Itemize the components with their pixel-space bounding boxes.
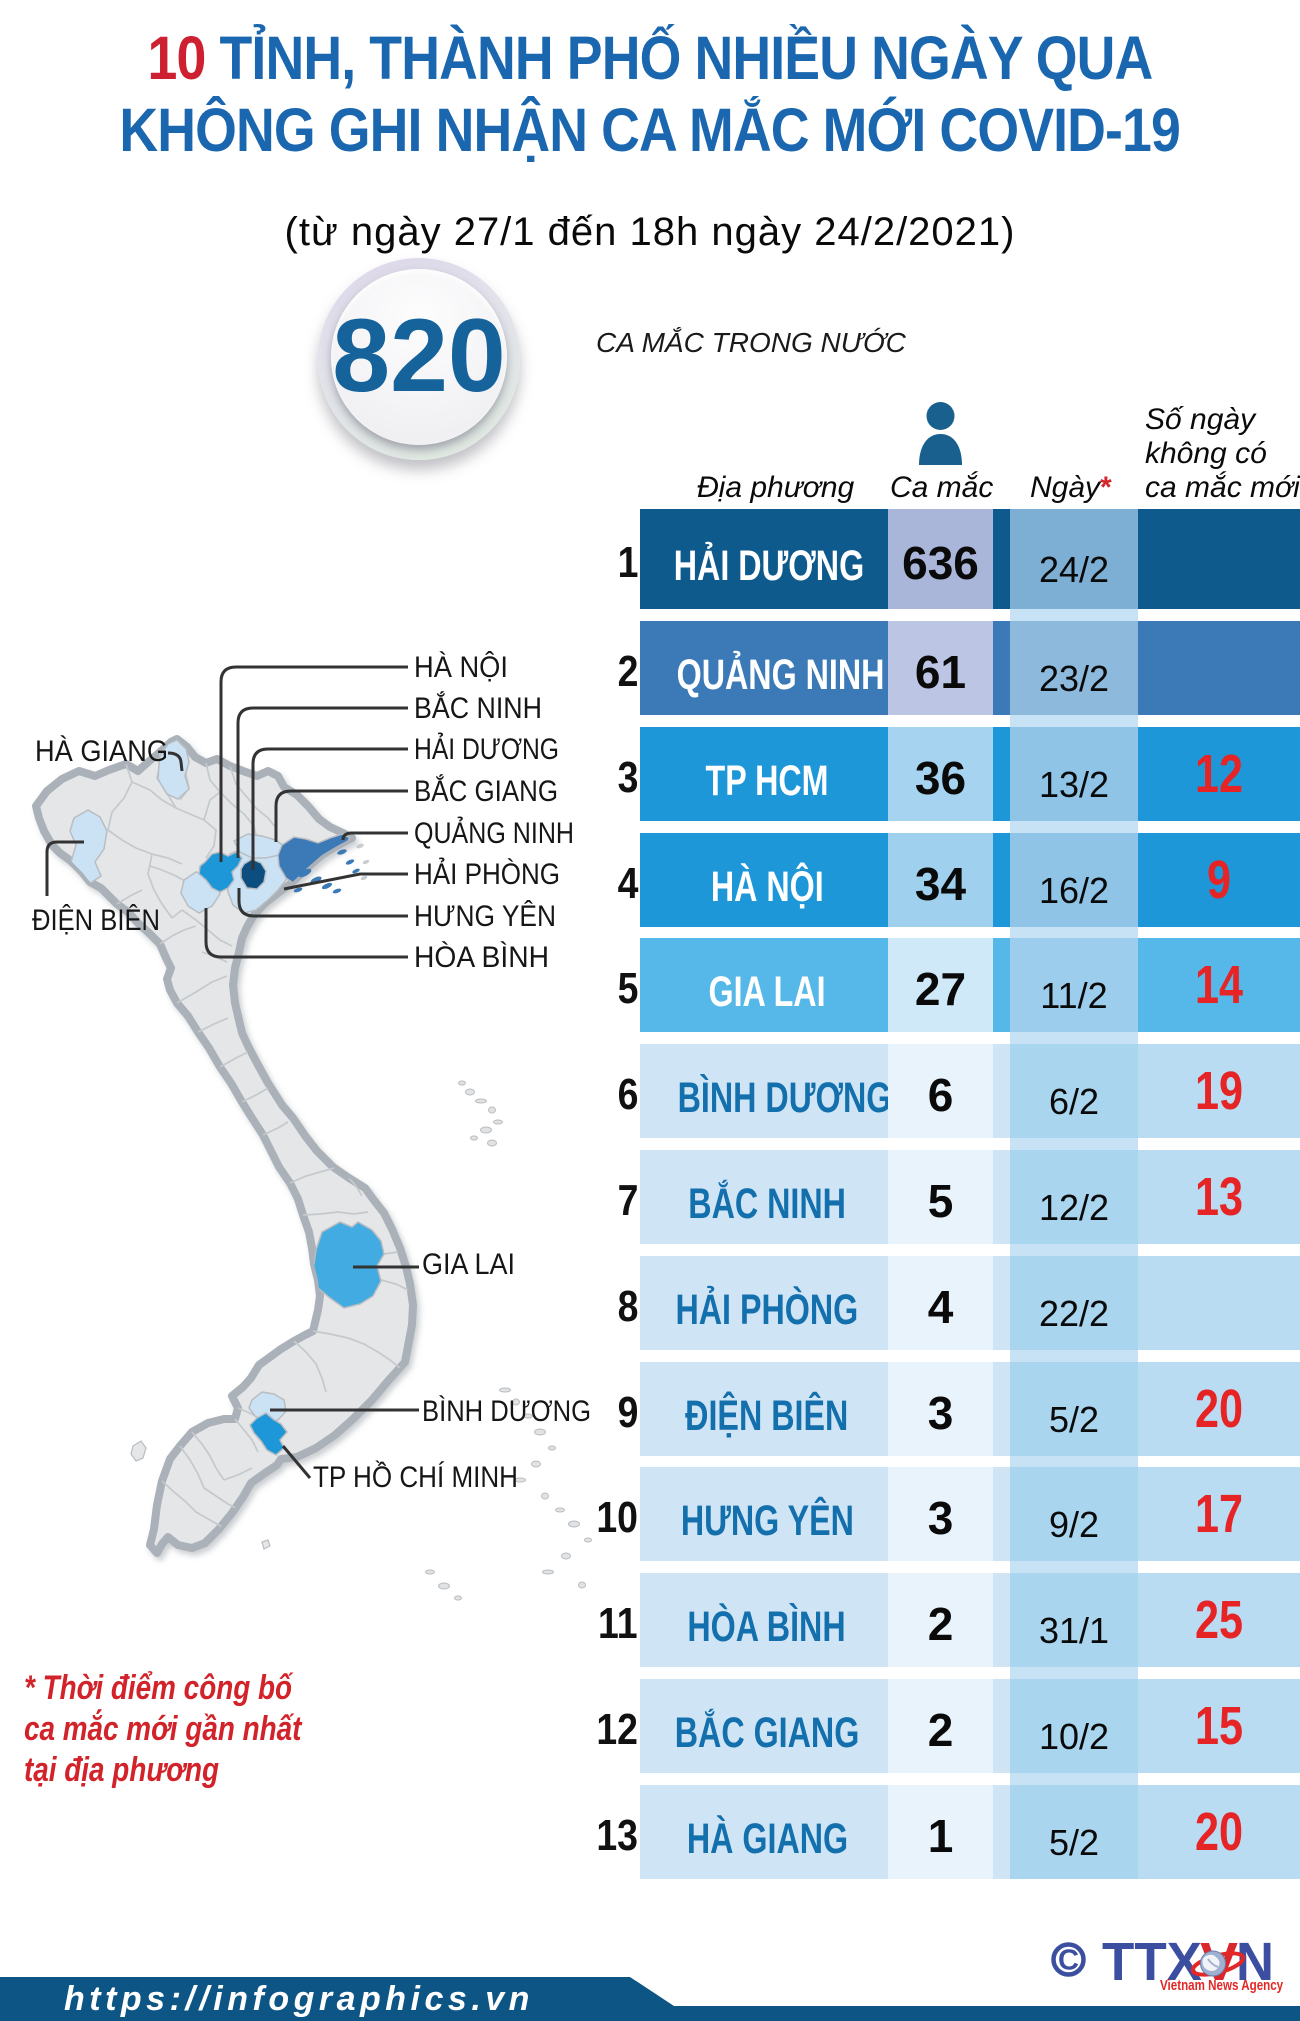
svg-text:C: C — [1058, 1945, 1079, 1977]
svg-text:TP HỒ CHÍ MINH: TP HỒ CHÍ MINH — [313, 1460, 518, 1494]
svg-text:QUẢNG NINH: QUẢNG NINH — [414, 816, 574, 850]
svg-text:HÀ GIANG: HÀ GIANG — [35, 735, 168, 768]
svg-text:GIA LAI: GIA LAI — [422, 1248, 515, 1281]
svg-text:BẮC GIANG: BẮC GIANG — [414, 774, 558, 808]
svg-text:BẮC NINH: BẮC NINH — [414, 691, 542, 725]
svg-text:HẢI PHÒNG: HẢI PHÒNG — [414, 857, 560, 891]
svg-text:HƯNG YÊN: HƯNG YÊN — [414, 900, 556, 933]
svg-text:HÒA BÌNH: HÒA BÌNH — [414, 941, 549, 974]
svg-text:TTX: TTX — [1102, 1932, 1202, 1992]
svg-text:ĐIỆN BIÊN: ĐIỆN BIÊN — [32, 904, 160, 937]
svg-text:HẢI DƯƠNG: HẢI DƯƠNG — [414, 732, 559, 766]
svg-text:BÌNH DƯƠNG: BÌNH DƯƠNG — [422, 1395, 591, 1428]
svg-text:HÀ NỘI: HÀ NỘI — [414, 650, 508, 684]
